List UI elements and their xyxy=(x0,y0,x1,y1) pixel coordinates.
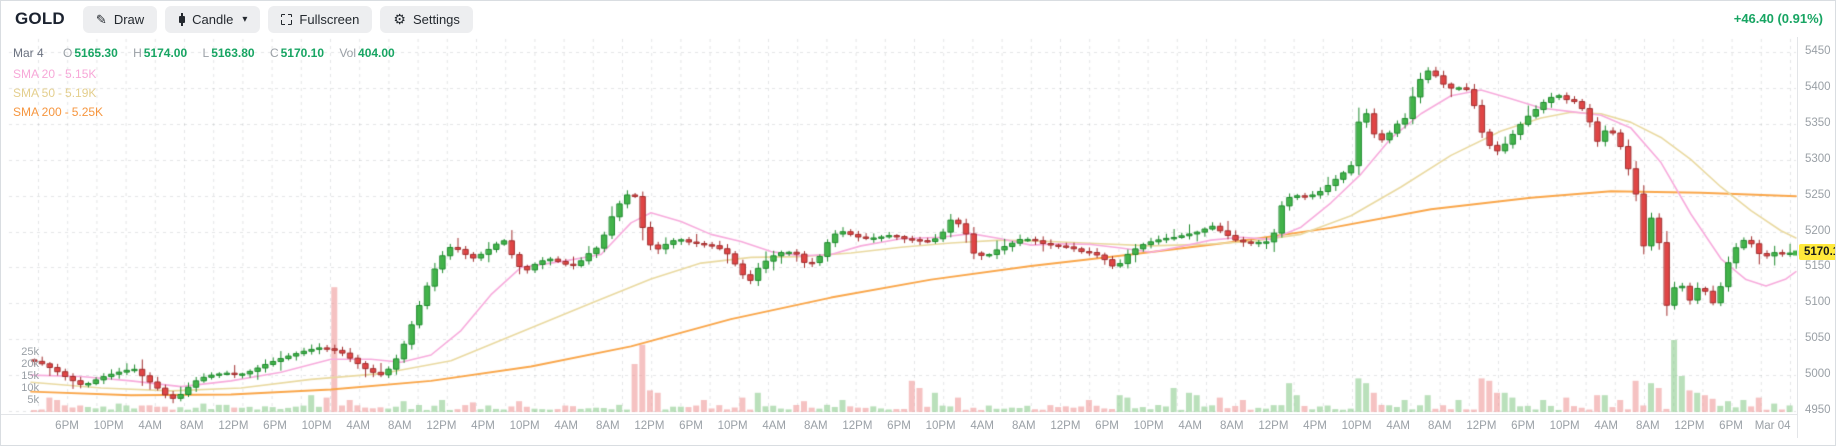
price-axis-label: 5150 xyxy=(1805,260,1831,273)
volume-axis-label: 20k xyxy=(21,358,39,370)
current-price-tag: 5170.10 xyxy=(1799,243,1835,260)
time-axis-label: 8AM xyxy=(803,420,828,432)
settings-button[interactable]: ⚙ Settings xyxy=(380,5,473,33)
time-axis-label: 10PM xyxy=(93,420,124,432)
draw-button[interactable]: ✎ Draw xyxy=(82,5,158,33)
time-axis-label: 8AM xyxy=(387,420,412,432)
time-axis-label: 8AM xyxy=(1011,420,1036,432)
time-axis-label: 4PM xyxy=(471,420,495,432)
symbol-title: GOLD xyxy=(15,9,65,28)
time-axis-label: 12PM xyxy=(1466,420,1497,432)
price-axis-label: 5450 xyxy=(1805,45,1831,57)
volume-axis-label: 25k xyxy=(21,346,39,358)
time-axis-label: 8AM xyxy=(1219,420,1244,432)
time-axis-label: 6PM xyxy=(1719,420,1743,432)
time-axis-label: 4AM xyxy=(1594,420,1619,432)
price-axis-label: 5400 xyxy=(1805,80,1831,93)
time-axis-label: 12PM xyxy=(218,420,249,432)
time-axis-label: 10PM xyxy=(1341,420,1372,432)
time-axis-label: 12PM xyxy=(1674,420,1705,432)
settings-button-label: Settings xyxy=(412,11,460,27)
price-axis-label: 5250 xyxy=(1805,188,1831,201)
plot-bottom-border xyxy=(1,414,1797,415)
time-axis-label: 4AM xyxy=(762,420,787,432)
time-axis-label: 4AM xyxy=(346,420,371,432)
time-axis-label: 10PM xyxy=(1133,420,1164,432)
time-axis-label: Mar 04 xyxy=(1754,420,1791,432)
time-axis-label: 4AM xyxy=(138,420,163,432)
time-axis-label: 6PM xyxy=(55,420,79,432)
time-axis-label: 6PM xyxy=(1511,420,1535,432)
time-axis-label: 12PM xyxy=(1258,420,1289,432)
candle-type-button[interactable]: Candle ▾ xyxy=(165,5,261,33)
time-axis-label: 8AM xyxy=(595,420,620,432)
fullscreen-button-label: Fullscreen xyxy=(299,11,360,27)
time-axis-label: 10PM xyxy=(301,420,332,432)
price-change-text: +46.40 (0.91%) xyxy=(1733,11,1823,26)
time-axis-label: 6PM xyxy=(1095,420,1119,432)
time-axis-label: 6PM xyxy=(887,420,911,432)
price-axis-label: 5050 xyxy=(1805,332,1831,345)
time-axis-label: 8AM xyxy=(179,420,204,432)
candle-button-label: Candle xyxy=(192,11,234,27)
price-axis-label: 5100 xyxy=(1805,296,1831,309)
time-axis-label: 4AM xyxy=(1386,420,1411,432)
toolbar: GOLD ✎ Draw Candle ▾ Fullscreen ⚙ Settin… xyxy=(1,1,1835,37)
time-axis-label: 10PM xyxy=(717,420,748,432)
axis-separator xyxy=(1797,37,1798,438)
price-axis-label: 5300 xyxy=(1805,152,1831,165)
price-axis-label: 5200 xyxy=(1805,224,1831,237)
price-axis[interactable]: 5450 5400 5350 5300 5250 5200 5150 5100 5050 5000… xyxy=(1798,37,1835,421)
time-axis-label: 6PM xyxy=(679,420,703,432)
gear-icon: ⚙ xyxy=(393,11,406,27)
time-axis-label: 12PM xyxy=(426,420,457,432)
price-axis-label: 4950 xyxy=(1805,404,1831,416)
time-axis-label: 12PM xyxy=(1050,420,1081,432)
volume-axis-label: 5k xyxy=(27,394,39,406)
time-axis-label: 8AM xyxy=(1427,420,1452,432)
time-axis-label: 10PM xyxy=(925,420,956,432)
time-axis-label: 8AM xyxy=(1635,420,1660,432)
candle-icon xyxy=(178,12,185,26)
fullscreen-icon xyxy=(280,12,293,25)
time-axis-label: 12PM xyxy=(842,420,873,432)
time-axis[interactable]: 6PM 10PM 4AM 8AM 12PM 6PM 10PM 4AM 8AM 12PM 4PM 10P… xyxy=(1,418,1797,438)
volume-axis-label: 15k xyxy=(21,370,39,382)
pencil-icon: ✎ xyxy=(95,11,107,27)
time-axis-label: 4AM xyxy=(554,420,579,432)
volume-axis: 25k 20k 15k 10k 5k xyxy=(1,341,43,411)
time-axis-label: 4AM xyxy=(970,420,995,432)
time-axis-label: 10PM xyxy=(1549,420,1580,432)
price-axis-label: 5000 xyxy=(1805,368,1831,381)
draw-button-label: Draw xyxy=(113,11,145,27)
volume-axis-label: 10k xyxy=(21,382,39,394)
time-axis-label: 12PM xyxy=(634,420,665,432)
time-axis-label: 10PM xyxy=(509,420,540,432)
time-axis-label: 6PM xyxy=(263,420,287,432)
time-axis-label: 4AM xyxy=(1178,420,1203,432)
fullscreen-button[interactable]: Fullscreen xyxy=(268,5,373,33)
chevron-down-icon: ▾ xyxy=(242,13,248,25)
time-axis-label: 4PM xyxy=(1303,420,1327,432)
price-axis-label: 5350 xyxy=(1805,116,1831,129)
